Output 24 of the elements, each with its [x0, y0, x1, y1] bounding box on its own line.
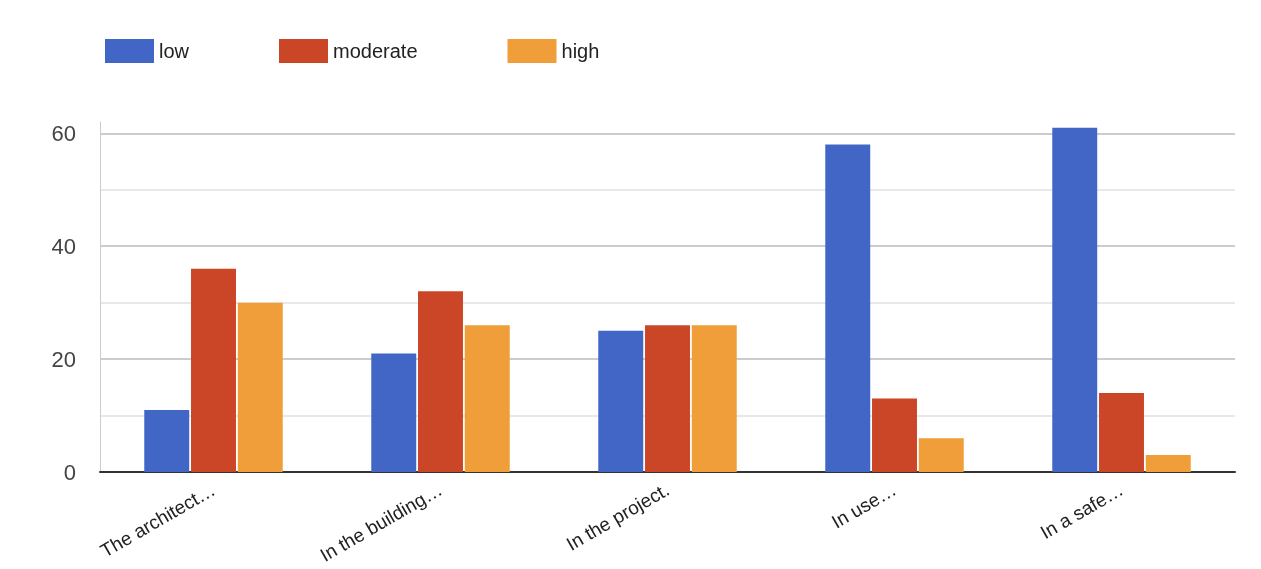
bar — [691, 325, 737, 472]
legend-label: high — [561, 40, 600, 62]
y-tick-label: 60 — [51, 120, 76, 146]
bar — [237, 302, 283, 472]
legend-label: low — [159, 40, 190, 62]
bar — [1099, 392, 1144, 472]
bar — [645, 325, 690, 472]
bar — [872, 398, 917, 472]
bar — [1145, 455, 1191, 472]
x-tick-label: In a safe… — [1036, 478, 1127, 543]
bar — [598, 330, 644, 472]
y-tick-label: 0 — [63, 459, 76, 485]
y-tick-label: 20 — [51, 346, 76, 372]
bar — [418, 291, 463, 472]
y-tick-label: 40 — [51, 233, 76, 259]
bar — [825, 144, 871, 472]
x-tick-label: In use… — [828, 478, 900, 533]
bar — [1052, 127, 1098, 472]
bar — [918, 438, 964, 472]
legend-label: moderate — [333, 40, 418, 62]
bar — [464, 325, 510, 472]
bar — [191, 268, 236, 472]
bar — [371, 353, 417, 472]
bar — [144, 409, 190, 472]
